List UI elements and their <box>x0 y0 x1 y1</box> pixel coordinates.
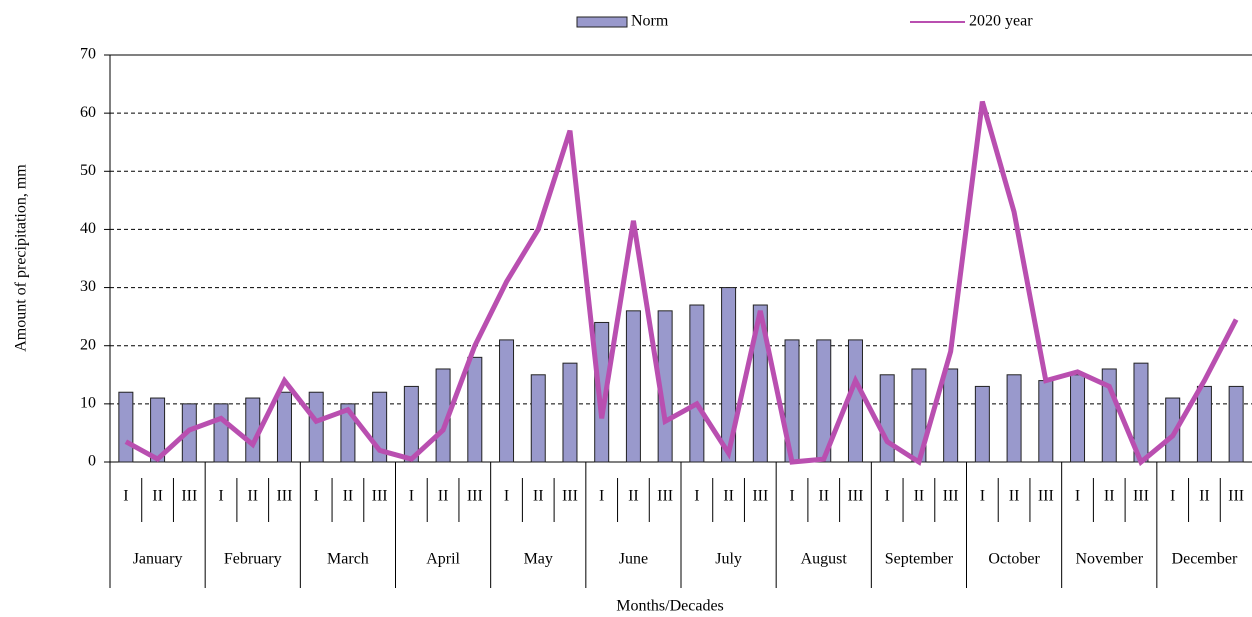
x-tick-label: II <box>1199 488 1210 505</box>
x-tick-label: I <box>885 488 890 505</box>
x-tick-label: III <box>1038 488 1054 505</box>
legend-label: Norm <box>631 13 669 30</box>
bar <box>530 374 546 463</box>
y-tick-label: 60 <box>80 104 96 121</box>
month-label: March <box>327 551 369 568</box>
line <box>124 100 1239 467</box>
month-label: May <box>524 551 553 568</box>
x-tick-label: I <box>314 488 319 505</box>
bar <box>594 321 610 463</box>
y-tick-label: 0 <box>88 453 96 470</box>
bar <box>1006 374 1022 463</box>
x-tick-label: III <box>1133 488 1149 505</box>
bar <box>562 362 578 463</box>
bar <box>721 287 737 463</box>
month-label: February <box>224 551 282 568</box>
bar <box>1070 374 1086 463</box>
x-tick-label: III <box>943 488 959 505</box>
bar <box>689 304 705 463</box>
x-tick-label: III <box>372 488 388 505</box>
month-label: November <box>1075 551 1143 568</box>
legend-swatch <box>576 16 628 28</box>
x-tick-label: III <box>562 488 578 505</box>
x-tick-label: II <box>533 488 544 505</box>
bar <box>1228 385 1244 463</box>
bar <box>625 310 641 463</box>
bar <box>118 391 134 463</box>
month-label: January <box>133 551 183 568</box>
x-tick-label: I <box>599 488 604 505</box>
bar <box>499 339 515 463</box>
y-tick-label: 30 <box>80 278 96 295</box>
x-tick-label: III <box>1228 488 1244 505</box>
bar <box>467 356 483 463</box>
x-tick-label: I <box>123 488 128 505</box>
bar <box>1038 380 1054 463</box>
x-tick-label: II <box>914 488 925 505</box>
bar <box>308 391 324 463</box>
bar <box>1196 385 1212 463</box>
x-tick-label: I <box>1170 488 1175 505</box>
bar <box>1165 397 1181 463</box>
x-tick-label: I <box>694 488 699 505</box>
x-axis-title: Months/Decades <box>616 598 724 615</box>
legend-label: 2020 year <box>969 13 1033 30</box>
bar <box>974 385 990 463</box>
y-tick-label: 40 <box>80 220 96 237</box>
bar <box>213 403 229 463</box>
y-tick-label: 10 <box>80 395 96 412</box>
x-tick-label: III <box>847 488 863 505</box>
x-tick-label: II <box>247 488 258 505</box>
bar <box>879 374 895 463</box>
x-tick-label: III <box>657 488 673 505</box>
x-tick-label: II <box>438 488 449 505</box>
x-tick-label: I <box>789 488 794 505</box>
month-label: July <box>715 551 742 568</box>
y-tick-label: 20 <box>80 336 96 353</box>
month-label: April <box>426 551 460 568</box>
x-tick-label: I <box>1075 488 1080 505</box>
month-label: August <box>801 551 848 568</box>
x-tick-label: I <box>218 488 223 505</box>
bar <box>816 339 832 463</box>
x-tick-label: I <box>409 488 414 505</box>
y-tick-label: 50 <box>80 162 96 179</box>
y-axis-title: Amount of precipitation, mm <box>13 164 30 352</box>
bar <box>276 391 292 463</box>
month-label: October <box>988 551 1040 568</box>
x-tick-label: II <box>628 488 639 505</box>
month-label: September <box>885 551 954 568</box>
x-tick-label: I <box>504 488 509 505</box>
x-tick-label: I <box>980 488 985 505</box>
x-tick-label: III <box>752 488 768 505</box>
month-label: December <box>1172 551 1238 568</box>
x-tick-label: III <box>181 488 197 505</box>
x-tick-label: II <box>723 488 734 505</box>
bar <box>150 397 166 463</box>
x-tick-label: II <box>1104 488 1115 505</box>
bar <box>340 403 356 463</box>
bar <box>847 339 863 463</box>
x-tick-label: II <box>1009 488 1020 505</box>
month-label: June <box>619 551 648 568</box>
x-tick-label: II <box>818 488 829 505</box>
bar <box>752 304 768 463</box>
x-tick-label: II <box>152 488 163 505</box>
y-tick-label: 70 <box>80 46 96 63</box>
x-tick-label: III <box>467 488 483 505</box>
bar <box>943 368 959 463</box>
x-tick-label: II <box>343 488 354 505</box>
bar <box>403 385 419 463</box>
x-tick-label: III <box>276 488 292 505</box>
